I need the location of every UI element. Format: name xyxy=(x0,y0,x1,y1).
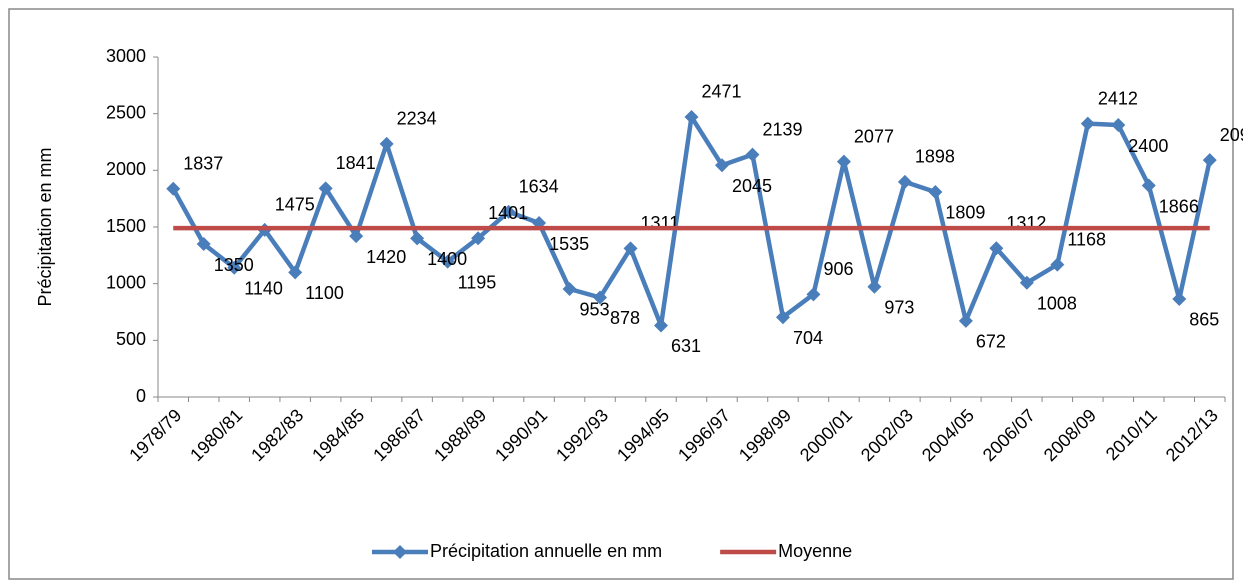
marker xyxy=(928,184,943,199)
legend-marker xyxy=(393,545,407,559)
marker xyxy=(349,229,364,244)
data-label: 1168 xyxy=(1067,229,1106,249)
data-label: 1401 xyxy=(488,203,528,223)
y-tick-label: 0 xyxy=(136,386,146,406)
data-label: 1809 xyxy=(945,203,985,223)
marker xyxy=(897,174,912,189)
marker xyxy=(379,136,394,151)
marker xyxy=(1050,257,1065,272)
data-label: 2471 xyxy=(702,82,742,102)
marker xyxy=(989,241,1004,256)
y-axis-label: Précipitation en mm xyxy=(35,147,55,306)
data-label: 2045 xyxy=(732,176,772,196)
marker xyxy=(410,231,425,246)
data-label: 704 xyxy=(793,328,823,348)
data-label: 1140 xyxy=(244,279,283,299)
data-label: 2234 xyxy=(397,109,437,129)
marker xyxy=(471,231,486,246)
y-tick-label: 1000 xyxy=(106,272,146,292)
data-label: 1837 xyxy=(183,154,223,174)
marker xyxy=(1080,116,1095,131)
marker xyxy=(775,310,790,325)
marker xyxy=(166,181,181,196)
marker xyxy=(318,181,333,196)
y-tick-label: 3000 xyxy=(106,46,146,66)
marker xyxy=(227,260,242,275)
y-tick-label: 500 xyxy=(116,329,146,349)
marker xyxy=(1141,178,1156,193)
data-label: 1350 xyxy=(214,255,254,275)
data-label: 906 xyxy=(823,259,853,279)
marker xyxy=(623,241,638,256)
chart-frame xyxy=(8,8,1234,580)
data-label: 865 xyxy=(1189,310,1219,330)
data-label: 631 xyxy=(671,336,701,356)
data-label: 2090 xyxy=(1220,125,1243,145)
data-label: 1634 xyxy=(519,177,559,197)
data-label: 672 xyxy=(976,332,1006,352)
data-label: 973 xyxy=(884,297,914,317)
y-tick-label: 2000 xyxy=(106,159,146,179)
marker xyxy=(440,254,455,269)
marker xyxy=(1172,291,1187,306)
marker xyxy=(714,158,729,173)
data-label: 1898 xyxy=(915,147,955,167)
marker xyxy=(1202,153,1217,168)
data-label: 2077 xyxy=(854,126,894,146)
marker xyxy=(745,147,760,162)
marker xyxy=(562,281,577,296)
y-tick-label: 2500 xyxy=(106,102,146,122)
data-label: 2400 xyxy=(1128,136,1168,156)
data-label: 1400 xyxy=(427,249,467,269)
data-label: 1100 xyxy=(305,283,344,303)
legend-label: Précipitation annuelle en mm xyxy=(430,541,662,561)
data-label: 1420 xyxy=(366,247,406,267)
data-label: 953 xyxy=(580,300,610,320)
marker xyxy=(867,279,882,294)
data-label: 1866 xyxy=(1159,196,1199,216)
data-label: 1008 xyxy=(1037,294,1077,314)
marker xyxy=(593,290,608,305)
marker xyxy=(684,109,699,124)
marker xyxy=(836,154,851,169)
marker xyxy=(1111,118,1126,132)
marker xyxy=(654,318,669,333)
data-label: 1535 xyxy=(549,234,589,254)
marker xyxy=(196,237,211,251)
marker xyxy=(806,287,821,302)
marker xyxy=(501,204,516,219)
y-tick-label: 1500 xyxy=(106,216,146,236)
data-label: 2412 xyxy=(1098,88,1138,108)
legend-label: Moyenne xyxy=(778,541,852,561)
data-label: 1841 xyxy=(336,153,376,173)
data-label: 1475 xyxy=(275,195,315,215)
marker xyxy=(958,313,973,328)
data-label: 2139 xyxy=(762,119,802,139)
marker xyxy=(1019,275,1034,290)
marker xyxy=(288,265,303,280)
data-label: 878 xyxy=(610,308,640,328)
data-label: 1195 xyxy=(458,272,497,292)
